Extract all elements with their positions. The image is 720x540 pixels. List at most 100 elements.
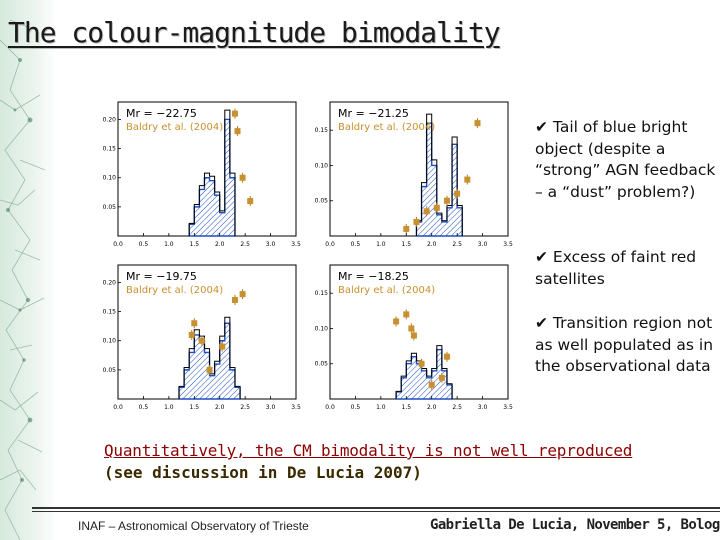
reference-label: Baldry et al. (2004): [126, 285, 223, 296]
obs-point: [188, 331, 195, 338]
obs-point: [198, 337, 205, 344]
histogram-panel-4: 0.0 0.5 1.0 1.5 2.0 2.5 3.0 3.5 0.05 0.10 0.15 Mr =…: [315, 264, 513, 411]
y-tick-label: 0.15: [103, 146, 117, 153]
conclusion: Quantitatively, the CM bimodality is not…: [104, 441, 632, 482]
magnitude-label: Mr = −19.75: [126, 270, 197, 283]
magnitude-label: Mr = −22.75: [126, 107, 197, 120]
x-tick-label: 3.0: [478, 241, 488, 248]
obs-point: [239, 291, 246, 298]
y-tick-label: 0.15: [315, 127, 329, 134]
y-tick-label: 0.15: [103, 309, 117, 316]
histogram-panel-1: 0.0 0.5 1.0 1.5 2.0 2.5 3.0 3.5 0.05 0.10 0.15 0.20…: [103, 101, 301, 248]
total-histogram: [415, 113, 463, 236]
total-histogram: [188, 109, 236, 236]
obs-point: [418, 360, 425, 367]
footer-rule: [32, 507, 720, 509]
x-tick-label: 2.0: [427, 404, 437, 411]
histogram-panel-3: 0.0 0.5 1.0 1.5 2.0 2.5 3.0 3.5 0.05 0.10 0.15 0.20…: [103, 264, 301, 411]
x-tick-label: 0.0: [113, 404, 123, 411]
y-tick-label: 0.10: [103, 175, 117, 182]
x-tick-label: 0.5: [139, 241, 149, 248]
y-tick-label: 0.05: [103, 367, 117, 374]
y-tick-label: 0.05: [103, 204, 117, 211]
obs-point: [423, 208, 430, 215]
y-tick-label: 0.20: [103, 279, 117, 286]
bullet-list: ✔ Tail of blue bright object (despite a …: [535, 117, 720, 375]
footer-rule-thin: [32, 511, 720, 512]
x-tick-label: 1.5: [402, 241, 412, 248]
obs-point: [403, 225, 410, 232]
bullet-text: Tail of blue bright object (despite a “s…: [535, 118, 716, 201]
obs-point: [410, 332, 417, 339]
x-tick-label: 3.5: [503, 241, 513, 248]
obs-point: [231, 296, 238, 303]
conclusion-line-2: (see discussion in De Lucia 2007): [104, 463, 422, 482]
reference-label: Baldry et al. (2004): [126, 122, 223, 133]
x-tick-label: 2.5: [240, 241, 250, 248]
magnitude-label: Mr = −18.25: [338, 270, 409, 283]
x-tick-label: 3.5: [291, 404, 301, 411]
check-icon: ✔: [535, 248, 548, 266]
x-tick-label: 2.0: [427, 241, 437, 248]
footer-institution: INAF – Astronomical Observatory of Tries…: [78, 519, 309, 533]
cosmic-web-strip: [0, 0, 56, 540]
obs-point: [438, 374, 445, 381]
x-tick-label: 3.5: [503, 404, 513, 411]
x-tick-label: 3.0: [266, 404, 276, 411]
footer-author-date: Gabriella De Lucia, November 5, Bologna: [430, 517, 720, 533]
x-tick-label: 1.0: [164, 404, 174, 411]
x-tick-label: 0.5: [351, 404, 361, 411]
x-tick-label: 3.0: [266, 241, 276, 248]
x-tick-label: 0.0: [325, 404, 335, 411]
obs-point: [393, 318, 400, 325]
y-tick-label: 0.10: [103, 338, 117, 345]
obs-point: [234, 128, 241, 135]
magnitude-label: Mr = −21.25: [338, 107, 409, 120]
obs-point: [433, 204, 440, 211]
check-icon: ✔: [535, 118, 548, 136]
obs-point: [464, 176, 471, 183]
x-tick-label: 3.0: [478, 404, 488, 411]
obs-point: [403, 311, 410, 318]
x-tick-label: 2.0: [215, 241, 225, 248]
x-tick-label: 1.5: [190, 404, 200, 411]
x-tick-label: 3.5: [291, 241, 301, 248]
bullet-3: ✔ Transition region not as well populate…: [535, 313, 720, 378]
x-tick-label: 2.5: [452, 241, 462, 248]
reference-label: Baldry et al. (2004): [338, 122, 435, 133]
obs-point: [413, 218, 420, 225]
y-tick-label: 0.15: [315, 290, 329, 297]
obs-point: [219, 343, 226, 350]
y-tick-label: 0.10: [315, 162, 329, 169]
obs-point: [247, 198, 254, 205]
obs-point: [474, 120, 481, 127]
total-histogram: [178, 316, 241, 399]
y-tick-label: 0.10: [315, 325, 329, 332]
obs-point: [428, 381, 435, 388]
x-tick-label: 0.0: [325, 241, 335, 248]
obs-point: [454, 190, 461, 197]
cosmic-web-image: [0, 0, 56, 540]
obs-point: [443, 197, 450, 204]
histogram-panel-2: 0.0 0.5 1.0 1.5 2.0 2.5 3.0 3.5 0.05 0.10 0.15 Mr =…: [315, 101, 513, 248]
x-tick-label: 0.0: [113, 241, 123, 248]
conclusion-line-1: Quantitatively, the CM bimodality is not…: [104, 441, 633, 460]
total-histogram: [395, 345, 453, 399]
x-tick-label: 1.5: [402, 404, 412, 411]
x-tick-label: 2.5: [452, 404, 462, 411]
x-tick-label: 1.0: [376, 241, 386, 248]
x-tick-label: 1.5: [190, 241, 200, 248]
slide-title: The colour-magnitude bimodality: [8, 16, 501, 49]
obs-point: [239, 174, 246, 181]
bullet-text: Excess of faint red satellites: [535, 248, 697, 288]
x-tick-label: 1.0: [376, 404, 386, 411]
y-tick-label: 0.05: [315, 198, 329, 205]
x-tick-label: 0.5: [351, 241, 361, 248]
x-tick-label: 0.5: [139, 404, 149, 411]
obs-point: [191, 320, 198, 327]
obs-point: [408, 325, 415, 332]
bullet-text: Transition region not as well populated …: [535, 314, 714, 375]
obs-point: [206, 366, 213, 373]
bullet-1: ✔ Tail of blue bright object (despite a …: [535, 117, 720, 203]
x-tick-label: 1.0: [164, 241, 174, 248]
